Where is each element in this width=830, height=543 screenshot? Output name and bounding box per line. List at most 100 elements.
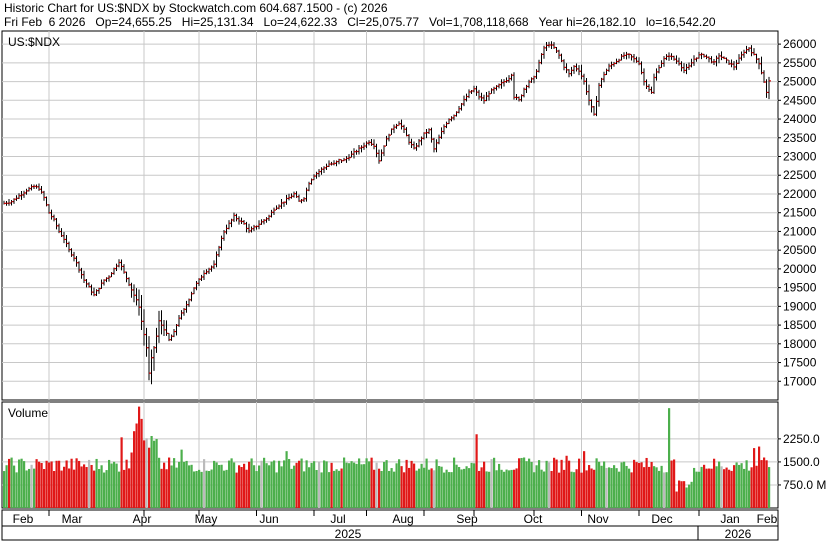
- volume-bar: [253, 465, 256, 508]
- volume-bar: [50, 461, 53, 508]
- volume-bar: [708, 468, 711, 508]
- volume-bar: [680, 481, 683, 508]
- volume-bar: [108, 459, 111, 508]
- volume-bar: [570, 471, 573, 508]
- volume-bar: [753, 448, 756, 508]
- price-tick-label: 18000: [783, 337, 817, 351]
- volume-bar: [258, 465, 261, 508]
- volume-bar: [515, 468, 518, 508]
- volume-bar: [158, 457, 161, 508]
- price-tick-label: 24500: [783, 93, 817, 107]
- volume-bar: [445, 469, 448, 508]
- volume-bar: [463, 468, 466, 508]
- volume-bar: [63, 466, 66, 508]
- volume-bar: [408, 467, 411, 508]
- price-tick-label: 19500: [783, 281, 817, 295]
- volume-bar: [635, 462, 638, 508]
- price-tick-label: 26000: [783, 37, 817, 51]
- volume-bar: [758, 446, 761, 508]
- volume-bar: [145, 438, 148, 508]
- volume-label: Volume: [8, 406, 48, 420]
- volume-bar: [208, 470, 211, 508]
- volume-bar: [365, 458, 368, 508]
- volume-bar: [103, 472, 106, 508]
- volume-bar: [738, 464, 741, 508]
- volume-bar: [373, 469, 376, 508]
- volume-bar: [290, 468, 293, 508]
- volume-bar: [608, 467, 611, 508]
- volume-bar: [645, 457, 648, 508]
- month-label: Jan: [720, 512, 739, 526]
- volume-bar: [403, 472, 406, 508]
- volume-bar: [58, 460, 61, 508]
- volume-bar: [663, 472, 666, 508]
- volume-bar: [513, 469, 516, 508]
- volume-bar: [378, 468, 381, 508]
- volume-bar: [718, 461, 721, 508]
- volume-bar: [303, 471, 306, 508]
- volume-bar: [115, 463, 118, 508]
- month-label: Aug: [392, 512, 413, 526]
- volume-bar: [480, 467, 483, 508]
- volume-bar: [648, 466, 651, 508]
- volume-bar: [583, 451, 586, 508]
- volume-bar: [333, 470, 336, 508]
- volume-bar: [565, 455, 568, 508]
- month-label: May: [195, 512, 218, 526]
- volume-bar: [350, 461, 353, 508]
- volume-tick-label: 1500.0: [783, 455, 820, 469]
- volume-bar: [550, 470, 553, 508]
- volume-bar: [548, 462, 551, 508]
- volume-bar: [313, 461, 316, 508]
- volume-bar: [385, 460, 388, 508]
- volume-bar: [130, 452, 133, 508]
- volume-bar: [255, 471, 258, 508]
- volume-bar: [190, 464, 193, 508]
- volume-bar: [505, 469, 508, 508]
- volume-bar: [298, 460, 301, 508]
- volume-bar: [623, 461, 626, 508]
- volume-bar: [110, 463, 113, 508]
- price-tick-label: 17000: [783, 374, 817, 388]
- volume-bar: [563, 469, 566, 508]
- volume-bar: [320, 472, 323, 508]
- volume-axis: 750.0 M 1500.0 2250.0: [778, 432, 826, 492]
- volume-bar: [398, 459, 401, 508]
- volume-bar: [713, 458, 716, 508]
- volume-bar: [693, 467, 696, 508]
- volume-bar: [48, 462, 51, 508]
- volume-bar: [240, 466, 243, 508]
- volume-bar: [370, 457, 373, 508]
- quote-summary: Fri Feb 6 2026 Op=24,655.25 Hi=25,131.34 Lo…: [4, 15, 716, 29]
- month-label: Nov: [587, 512, 608, 526]
- volume-bar: [578, 458, 581, 508]
- volume-bar: [275, 472, 278, 508]
- volume-bar: [113, 461, 116, 508]
- volume-bar: [413, 463, 416, 508]
- month-label: Dec: [651, 512, 672, 526]
- volume-bar: [168, 457, 171, 508]
- volume-bar: [353, 462, 356, 508]
- volume-bar: [155, 438, 158, 508]
- volume-bar: [223, 470, 226, 508]
- volume-bar: [120, 437, 123, 508]
- volume-bar: [375, 462, 378, 508]
- volume-bar: [235, 472, 238, 508]
- volume-bar: [670, 460, 673, 508]
- volume-bar: [123, 469, 126, 508]
- price-tick-label: 19000: [783, 299, 817, 313]
- volume-bar: [318, 461, 321, 508]
- volume-bar: [88, 459, 91, 508]
- volume-bar: [618, 471, 621, 508]
- volume-bar: [755, 465, 758, 508]
- volume-bar: [338, 470, 341, 508]
- volume-bar: [478, 470, 481, 508]
- volume-bar: [198, 469, 201, 508]
- price-tick-label: 25000: [783, 75, 817, 89]
- volume-bar: [323, 460, 326, 508]
- volume-bar: [673, 459, 676, 508]
- volume-bar: [485, 471, 488, 508]
- volume-bar: [165, 469, 168, 508]
- volume-bar: [65, 460, 68, 508]
